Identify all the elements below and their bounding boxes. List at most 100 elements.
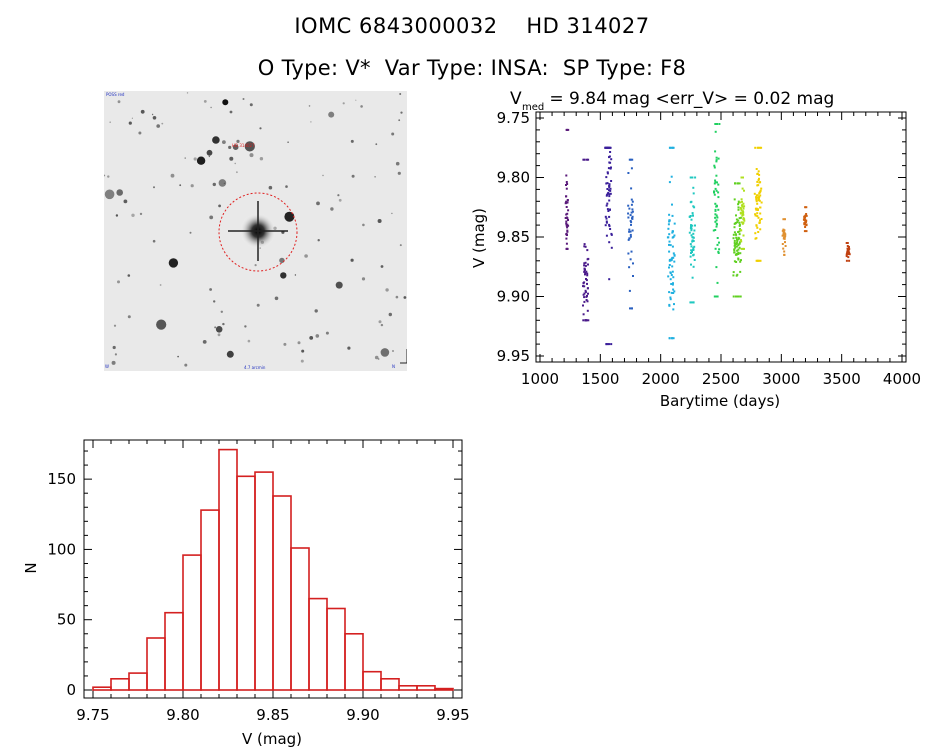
lc-point (735, 252, 738, 255)
lc-point (566, 217, 569, 220)
lc-point (672, 337, 675, 340)
lc-point (715, 219, 718, 222)
lc-point (805, 214, 808, 217)
field-star (399, 244, 402, 247)
lc-point (713, 193, 716, 196)
lc-point (783, 237, 786, 240)
lc-point (608, 189, 610, 192)
lc-point (631, 307, 633, 310)
field-star (161, 122, 164, 125)
lc-point (565, 237, 568, 240)
star-type-subtitle: O Type: V* Var Type: INSA: SP Type: F8 (257, 56, 687, 80)
lc-point (583, 269, 586, 271)
lc-point (758, 221, 761, 224)
lc-point (739, 252, 742, 255)
field-star (128, 121, 132, 125)
lc-point (743, 247, 745, 250)
lc-point (627, 238, 630, 241)
lc-point (756, 196, 759, 199)
lc-point (755, 200, 758, 203)
lc-point (733, 239, 736, 242)
field-star (385, 288, 389, 292)
lc-point (754, 213, 757, 216)
field-star (350, 258, 354, 262)
lc-point (690, 176, 693, 179)
lc-point (667, 227, 670, 230)
field-star (380, 348, 390, 357)
lc-point (627, 172, 630, 174)
lc-point (690, 200, 693, 203)
field-star (222, 99, 229, 106)
lc-point (669, 298, 672, 301)
lc-point (605, 343, 608, 346)
lc-point (606, 172, 609, 175)
lc-point (584, 273, 586, 276)
lc-point (784, 241, 786, 244)
field-star (156, 124, 160, 128)
lc-point (737, 251, 740, 254)
lc-point (740, 204, 743, 207)
lc-point (743, 219, 746, 222)
lc-point (587, 263, 589, 266)
field-star (335, 281, 343, 289)
lc-point (669, 244, 672, 247)
lc-point (583, 281, 586, 284)
lc-point (610, 180, 613, 182)
lc-point (741, 200, 743, 203)
lc-point (565, 213, 568, 216)
lc-point (671, 203, 673, 206)
lc-point (690, 245, 693, 248)
lc-point (692, 236, 695, 239)
lc-point (671, 231, 674, 234)
field-star (287, 141, 289, 143)
field-star (139, 212, 143, 216)
lc-point (803, 230, 806, 233)
lc-point (565, 187, 568, 190)
lc-y-tick-label: 9.95 (497, 347, 530, 365)
lc-point (740, 198, 743, 201)
lc-title-sub: med (522, 102, 544, 113)
lc-point (670, 291, 673, 294)
image-label-target: HD 314027 (232, 143, 255, 148)
lc-point (565, 181, 568, 183)
lc-point (672, 276, 675, 279)
lc-point (586, 300, 589, 303)
lc-point (632, 262, 634, 265)
lc-point (733, 251, 736, 254)
lc-point (669, 146, 672, 149)
field-star (325, 331, 329, 335)
lc-point (672, 230, 674, 233)
lc-point (689, 301, 692, 304)
field-star (244, 325, 247, 328)
lc-y-tick-label: 9.85 (497, 228, 530, 246)
field-star (236, 139, 240, 143)
field-star (104, 189, 115, 200)
lc-point (584, 264, 587, 267)
lc-point (667, 275, 670, 278)
field-star (115, 214, 119, 217)
lc-point (566, 199, 569, 201)
field-star (123, 199, 128, 204)
lc-point (804, 214, 807, 217)
lc-point (671, 214, 674, 217)
lc-point (672, 252, 675, 255)
lc-point (610, 158, 613, 161)
lc-point (564, 217, 567, 219)
lc-point (742, 205, 744, 208)
lc-point (567, 224, 570, 227)
lc-point (758, 177, 760, 180)
lc-point (732, 271, 735, 274)
lc-point (605, 234, 608, 237)
lc-point (759, 194, 762, 197)
lc-point (738, 221, 741, 224)
lc-point (673, 234, 676, 237)
lc-point (673, 260, 676, 263)
field-star (316, 201, 320, 206)
lc-point (630, 203, 633, 206)
lc-point (758, 259, 761, 262)
aperture-circle (218, 192, 298, 272)
lc-point (610, 246, 613, 249)
lc-point (737, 200, 740, 203)
lc-point (628, 289, 631, 292)
